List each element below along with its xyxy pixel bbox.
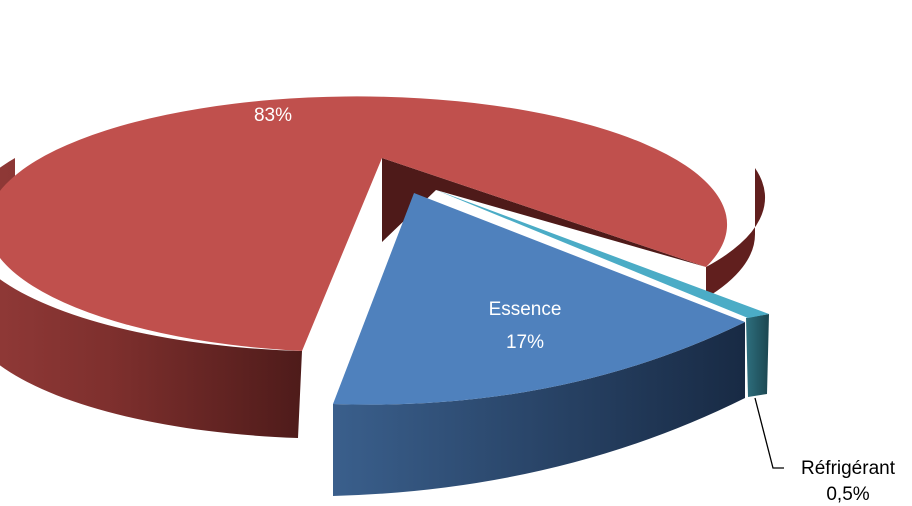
leader-line-refrigerant xyxy=(755,398,784,468)
value-label-essence: 17% xyxy=(506,332,544,353)
label-essence: Essence xyxy=(489,299,562,320)
label-refrigerant: Réfrigérant xyxy=(801,458,896,479)
value-label-refrigerant: 0,5% xyxy=(826,484,869,505)
slice-refrigerant-side xyxy=(746,314,769,397)
label-diesel: Diesel xyxy=(247,71,300,92)
value-label-diesel: 83% xyxy=(254,105,292,126)
